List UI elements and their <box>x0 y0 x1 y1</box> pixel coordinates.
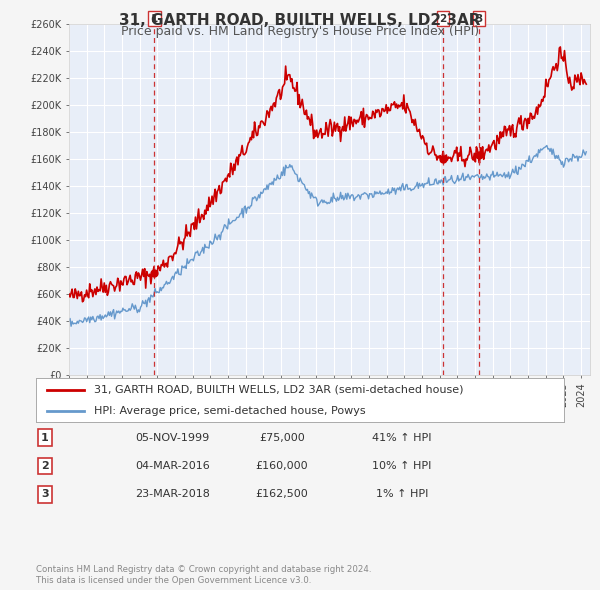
Text: 41% ↑ HPI: 41% ↑ HPI <box>372 433 432 442</box>
Text: £160,000: £160,000 <box>256 461 308 471</box>
Text: 05-NOV-1999: 05-NOV-1999 <box>135 433 209 442</box>
Text: 1: 1 <box>151 14 158 24</box>
Text: 04-MAR-2016: 04-MAR-2016 <box>135 461 210 471</box>
Text: 2: 2 <box>41 461 49 471</box>
Text: 3: 3 <box>41 490 49 499</box>
Text: Contains HM Land Registry data © Crown copyright and database right 2024.: Contains HM Land Registry data © Crown c… <box>36 565 371 574</box>
Text: £75,000: £75,000 <box>259 433 305 442</box>
Text: 2: 2 <box>439 14 446 24</box>
Text: 23-MAR-2018: 23-MAR-2018 <box>135 490 210 499</box>
Text: HPI: Average price, semi-detached house, Powys: HPI: Average price, semi-detached house,… <box>94 406 366 416</box>
Text: 31, GARTH ROAD, BUILTH WELLS, LD2 3AR (semi-detached house): 31, GARTH ROAD, BUILTH WELLS, LD2 3AR (s… <box>94 385 464 395</box>
Text: 1% ↑ HPI: 1% ↑ HPI <box>376 490 428 499</box>
Text: 31, GARTH ROAD, BUILTH WELLS, LD2 3AR: 31, GARTH ROAD, BUILTH WELLS, LD2 3AR <box>119 13 481 28</box>
Text: £162,500: £162,500 <box>256 490 308 499</box>
Text: This data is licensed under the Open Government Licence v3.0.: This data is licensed under the Open Gov… <box>36 576 311 585</box>
Text: 1: 1 <box>41 433 49 442</box>
Text: 10% ↑ HPI: 10% ↑ HPI <box>373 461 431 471</box>
Text: Price paid vs. HM Land Registry's House Price Index (HPI): Price paid vs. HM Land Registry's House … <box>121 25 479 38</box>
Text: 3: 3 <box>475 14 483 24</box>
